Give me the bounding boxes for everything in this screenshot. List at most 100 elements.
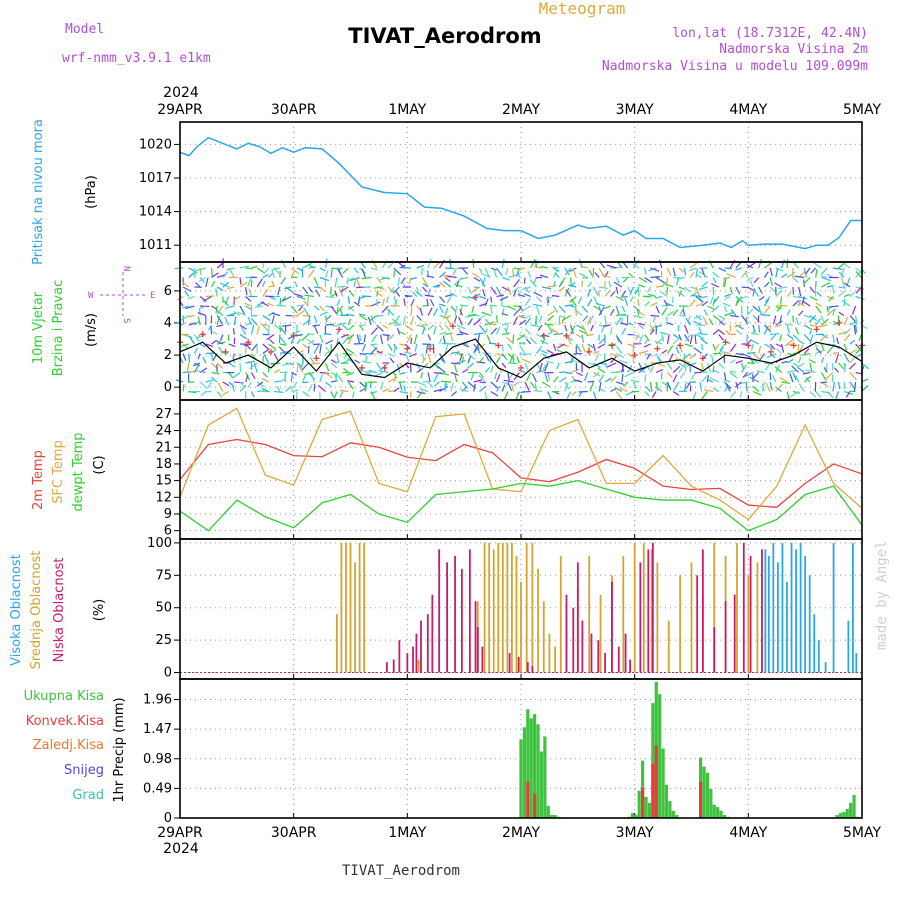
- wind-arrow: [781, 360, 788, 364]
- wind-arrow: [587, 380, 595, 383]
- wind-arrow: [530, 381, 536, 389]
- wind-arrow: [855, 315, 858, 325]
- wind-arrow: [188, 353, 191, 363]
- wind-arrow: [239, 324, 247, 330]
- wind-arrow: [513, 381, 520, 387]
- wind-arrow: [679, 372, 686, 379]
- wind-arrow: [301, 334, 309, 342]
- wind-arrow: [336, 299, 341, 307]
- wind-arrow: [517, 294, 526, 298]
- wind-arrow: [665, 316, 669, 326]
- precip-bar-0: [709, 788, 713, 818]
- wind-arrow: [650, 314, 660, 317]
- wind-arrow: [780, 343, 785, 353]
- precip-bar-0: [722, 814, 727, 818]
- wind-arrow: [598, 267, 605, 277]
- wind-arrow: [587, 298, 593, 307]
- wind-arrow: [347, 296, 351, 304]
- wind-arrow: [501, 384, 506, 392]
- wind-arrow: [588, 269, 594, 278]
- wind-arrow: [649, 328, 655, 335]
- wind-arrow: [661, 281, 667, 288]
- wind-arrow: [262, 355, 265, 364]
- wind-arrow: [336, 337, 339, 345]
- wind-arrow: [655, 276, 665, 284]
- wind-arrow: [296, 338, 302, 345]
- wind-arrow: [364, 381, 368, 392]
- precip-bar-0: [712, 804, 716, 818]
- wind-arrow: [592, 343, 596, 352]
- wind-arrow: [798, 383, 805, 392]
- wind-arrow: [561, 314, 571, 322]
- wind-arrow: [424, 294, 434, 298]
- wind-arrow: [604, 377, 612, 383]
- wind-arrow: [439, 281, 446, 288]
- wind-arrow: [638, 276, 648, 283]
- wind-arrow: [307, 269, 315, 278]
- wind-arrow: [282, 324, 292, 327]
- wind-arrow: [267, 325, 270, 335]
- wind-arrow: [689, 299, 696, 307]
- wind-arrow: [581, 334, 585, 343]
- wind-arrow: [433, 326, 437, 335]
- wind-arrow: [573, 379, 583, 383]
- wind-arrow: [820, 315, 825, 322]
- wind-arrow: [381, 305, 389, 313]
- wind-arrow: [532, 303, 543, 307]
- wind-arrow: [399, 390, 408, 394]
- wind-arrow: [836, 337, 840, 345]
- wind-arrow: [501, 308, 505, 316]
- wind-arrow: [393, 373, 397, 383]
- wind-arrow: [216, 316, 220, 326]
- wind-arrow: [450, 371, 459, 376]
- wind-arrow: [224, 316, 230, 326]
- wind-arrow: [216, 309, 224, 316]
- wind-arrow: [646, 286, 651, 293]
- wind-arrow: [324, 362, 330, 372]
- wind-arrow: [369, 381, 372, 389]
- wind-arrow: [712, 315, 721, 321]
- wind-arrow: [809, 327, 813, 335]
- altitude-label: Nadmorska Visina 2m: [719, 42, 868, 57]
- wind-arrow: [666, 322, 674, 326]
- wind-arrow: [774, 282, 782, 288]
- wind-arrow: [666, 286, 669, 295]
- wind-arrow: [219, 282, 229, 288]
- wind-arrow: [604, 315, 607, 325]
- wind-arrow: [735, 329, 742, 335]
- lonlat-label: lon,lat (18.7312E, 42.4N): [672, 26, 868, 41]
- wind-arrow: [473, 276, 481, 282]
- wind-arrow: [587, 362, 595, 366]
- wind-arrow: [658, 259, 663, 269]
- wind-arrow: [198, 308, 201, 316]
- wind-arrow: [781, 273, 788, 278]
- wind-arrow: [232, 372, 241, 379]
- bottom-date-2: 1MAY: [388, 825, 426, 841]
- precip-bar-0: [668, 801, 672, 818]
- wind-arrow: [798, 310, 804, 316]
- wind-arrow: [501, 353, 508, 360]
- wind-arrow: [370, 267, 378, 271]
- wind-arrow: [843, 293, 851, 298]
- wind-arrow: [564, 381, 569, 392]
- wind-arrow: [761, 383, 765, 392]
- wind-arrow: [815, 268, 818, 278]
- wind-arrow: [414, 343, 418, 352]
- wind-arrow: [848, 362, 857, 370]
- wind-arrow: [257, 390, 265, 393]
- wind-arrow: [638, 324, 645, 330]
- wind-arrow: [390, 286, 395, 293]
- wind-arrow: [182, 353, 187, 361]
- wind-arrow: [251, 265, 258, 269]
- wind-arrow: [832, 351, 839, 355]
- wind-arrow: [699, 382, 703, 392]
- wind-arrow: [362, 360, 372, 364]
- wind-arrow: [832, 320, 839, 326]
- wind-arrow: [291, 330, 301, 336]
- wind-arrow: [838, 290, 845, 297]
- wind-arrow: [338, 288, 344, 297]
- wind-arrow: [654, 340, 663, 345]
- wind-arrow: [765, 382, 771, 392]
- wind-arrow: [703, 309, 708, 316]
- wind-arrow: [815, 302, 822, 307]
